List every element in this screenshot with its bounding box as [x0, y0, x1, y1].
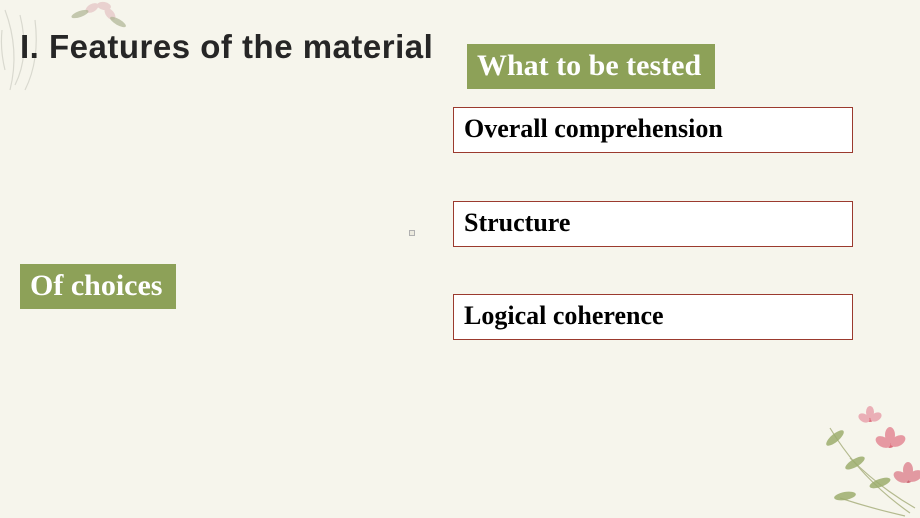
box-logical-coherence: Logical coherence	[453, 294, 853, 340]
box-structure: Structure	[453, 201, 853, 247]
box-overall-comprehension: Overall comprehension	[453, 107, 853, 153]
badge-what-to-be-tested: What to be tested	[467, 44, 715, 89]
badge-of-choices: Of choices	[20, 264, 176, 309]
placeholder-handle	[409, 230, 415, 236]
floral-decoration-bottom-right	[740, 368, 920, 518]
slide-title: I. Features of the material	[20, 28, 433, 66]
